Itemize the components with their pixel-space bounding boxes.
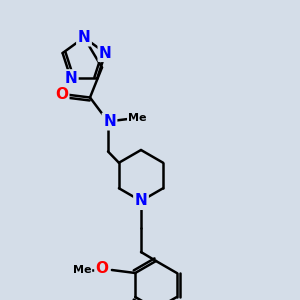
Text: N: N xyxy=(103,114,116,129)
Text: N: N xyxy=(64,71,77,86)
Text: O: O xyxy=(55,87,68,102)
Text: N: N xyxy=(99,46,112,61)
Text: Me: Me xyxy=(128,113,147,124)
Text: N: N xyxy=(135,194,147,208)
Text: N: N xyxy=(78,30,90,45)
Text: Me: Me xyxy=(73,265,91,275)
Text: O: O xyxy=(96,261,109,276)
